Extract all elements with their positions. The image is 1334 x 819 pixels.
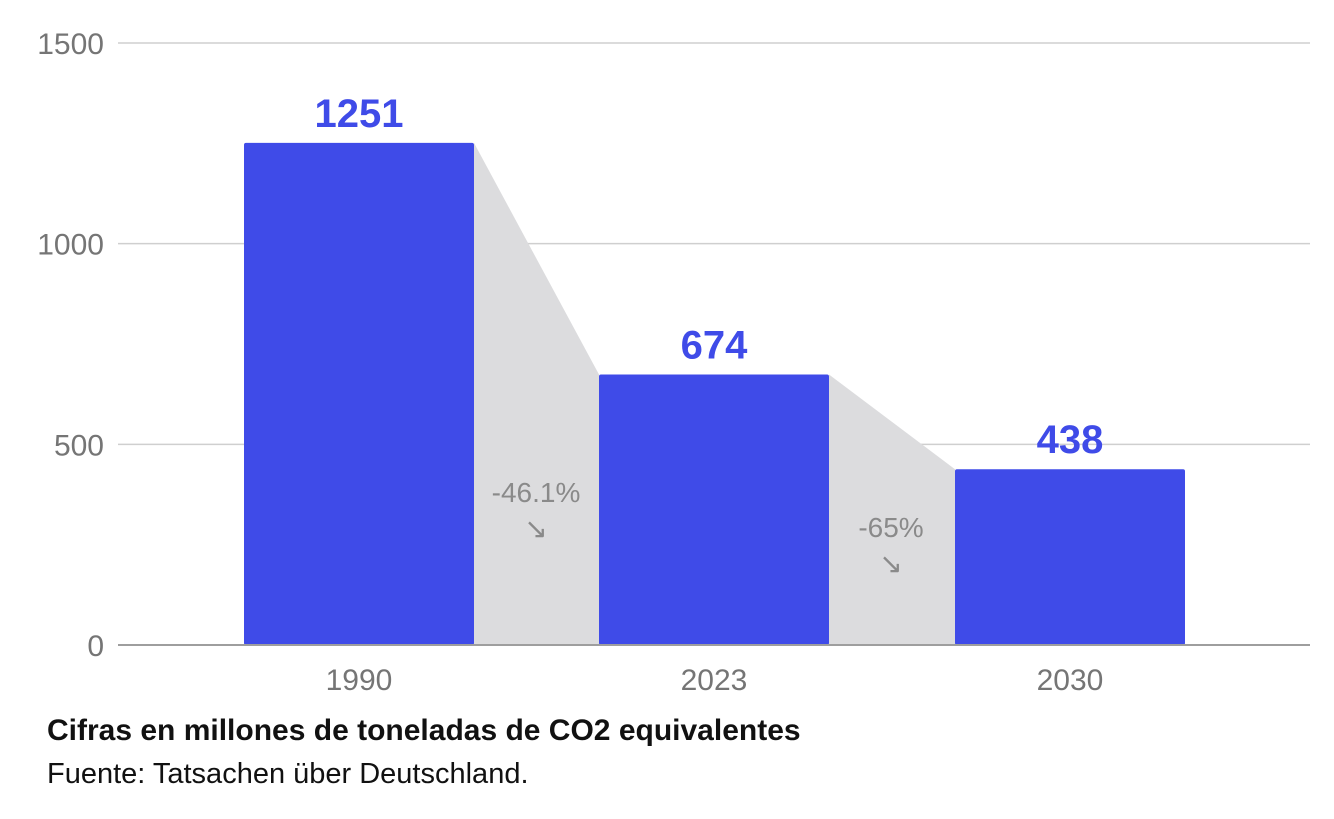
y-tick-label-0: 0 [87,630,104,663]
down-right-arrow-icon: ↘ [524,513,547,544]
bars [244,142,1185,645]
bar-2030 [955,469,1185,645]
change-connectors [474,142,955,645]
chart-caption: Cifras en millones de toneladas de CO2 e… [47,714,801,747]
x-tick-label-1990: 1990 [326,664,393,697]
data-label-2023: 674 [681,324,748,368]
y-tick-label-1000: 1000 [37,229,104,262]
x-tick-label-2030: 2030 [1037,664,1104,697]
data-label-1990: 1251 [315,92,404,136]
data-label-2030: 438 [1037,418,1104,462]
bar-2023 [599,374,829,645]
data-labels: 1251 674 438 [315,92,1104,462]
change-label-2023-2030: -65% [858,512,923,543]
connector-2 [829,374,955,645]
change-labels: -46.1% ↘ -65% ↘ [492,477,924,579]
y-tick-label-500: 500 [54,429,104,462]
x-tick-labels: 1990 2023 2030 [326,664,1104,697]
down-right-arrow-icon: ↘ [879,548,902,579]
y-tick-labels: 0 500 1000 1500 [37,28,104,663]
y-tick-label-1500: 1500 [37,28,104,61]
x-tick-label-2023: 2023 [681,664,748,697]
chart-source: Fuente: Tatsachen über Deutschland. [47,758,529,790]
change-label-1990-2023: -46.1% [492,477,581,508]
bar-chart: 0 500 1000 1500 1990 2023 2030 1251 674 438 -46… [37,28,1310,697]
connector-1 [474,142,599,645]
bar-1990 [244,142,474,645]
